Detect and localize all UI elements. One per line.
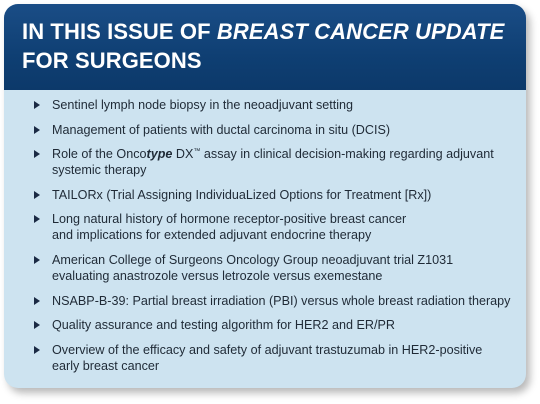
- text-line1: Overview of the efficacy and safety of a…: [52, 342, 483, 357]
- list-item: Role of the Oncotype DX™ assay in clinic…: [4, 146, 526, 178]
- list-item: TAILORx (Trial Assigning IndividuaLized …: [4, 187, 526, 203]
- list-item: Sentinel lymph node biopsy in the neoadj…: [4, 97, 526, 113]
- title-suffix: FOR SURGEONS: [22, 48, 202, 73]
- trademark-symbol: ™: [193, 148, 201, 155]
- list-item-text: Long natural history of hormone receptor…: [52, 212, 406, 242]
- triangle-bullet-icon: [34, 321, 40, 330]
- list-item: American College of Surgeons Oncology Gr…: [4, 252, 526, 284]
- page-title: IN THIS ISSUE OF BREAST CANCER UPDATE FOR…: [22, 17, 512, 75]
- list-item: Management of patients with ductal carci…: [4, 122, 526, 138]
- list-item: Overview of the efficacy and safety of a…: [4, 342, 526, 374]
- publication-name: BREAST CANCER UPDATE: [216, 19, 505, 44]
- triangle-bullet-icon: [34, 125, 40, 134]
- text-post: assay in clinical decision-making regard…: [200, 147, 494, 162]
- list-item: Quality assurance and testing algorithm …: [4, 317, 526, 333]
- triangle-bullet-icon: [34, 255, 40, 264]
- brand-italic: type: [146, 147, 173, 162]
- text-line2: and implications for extended adjuvant e…: [52, 228, 372, 243]
- list-item-text: Quality assurance and testing algorithm …: [52, 318, 395, 333]
- list-item-text: NSABP-B-39: Partial breast irradiation (…: [52, 293, 511, 308]
- triangle-bullet-icon: [34, 296, 40, 305]
- list-item-text: Overview of the efficacy and safety of a…: [52, 343, 482, 373]
- text-line1: Long natural history of hormone receptor…: [52, 212, 407, 227]
- triangle-bullet-icon: [34, 190, 40, 199]
- text-line1: American College of Surgeons Oncology Gr…: [52, 252, 454, 267]
- list-item-text: Role of the Oncotype DX™ assay in clinic…: [52, 147, 494, 177]
- list-item-text: Sentinel lymph node biopsy in the neoadj…: [52, 98, 354, 112]
- list-item: NSABP-B-39: Partial breast irradiation (…: [4, 293, 526, 309]
- list-item: Long natural history of hormone receptor…: [4, 211, 526, 243]
- triangle-bullet-icon: [34, 101, 40, 109]
- text-pre: Role of the Onco: [52, 147, 147, 162]
- list-item-text: Management of patients with ductal carci…: [52, 122, 391, 137]
- title-prefix: IN THIS ISSUE OF: [22, 19, 217, 44]
- brand-dx: DX: [172, 147, 194, 162]
- list-item-text: TAILORx (Trial Assigning IndividuaLized …: [52, 187, 432, 202]
- text-line2: early breast cancer: [52, 358, 160, 373]
- topic-list: Sentinel lymph node biopsy in the neoadj…: [4, 97, 526, 382]
- triangle-bullet-icon: [34, 345, 40, 354]
- issue-contents-panel: IN THIS ISSUE OF BREAST CANCER UPDATE FOR…: [4, 4, 526, 388]
- triangle-bullet-icon: [34, 150, 40, 159]
- list-item-text: American College of Surgeons Oncology Gr…: [52, 253, 453, 283]
- triangle-bullet-icon: [34, 215, 40, 224]
- text-line2: evaluating anastrozole versus letrozole …: [52, 268, 383, 283]
- text-line2: systemic therapy: [52, 163, 147, 178]
- header-banner: IN THIS ISSUE OF BREAST CANCER UPDATE FOR…: [4, 4, 526, 90]
